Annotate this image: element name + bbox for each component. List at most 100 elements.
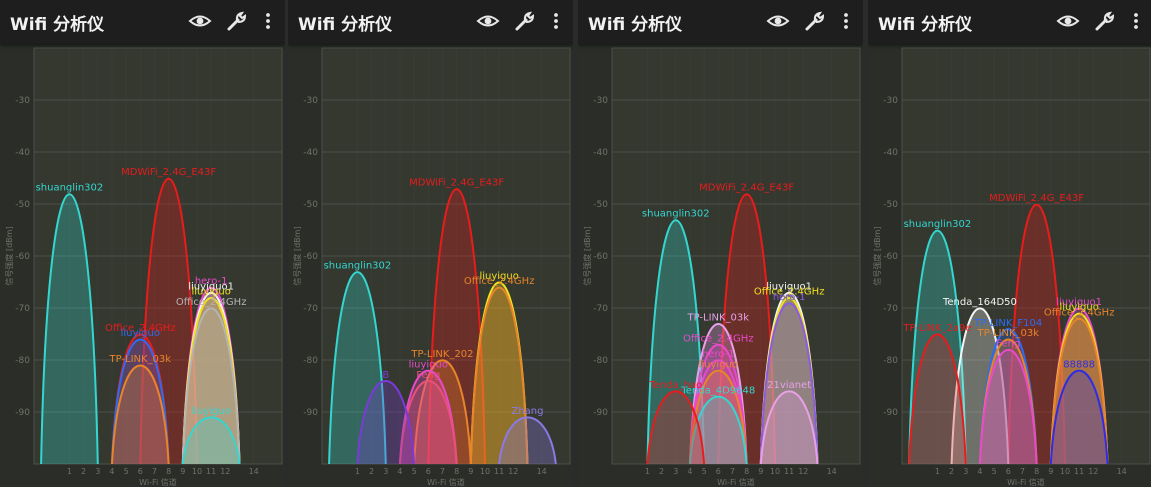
network-label: liuyiguo1 — [1056, 297, 1102, 308]
x-axis-label: Wi-Fi 信道 — [717, 477, 755, 487]
y-tick-label: -50 — [303, 200, 318, 210]
analyzer-screen-3: Wifi 分析仪 -30 -40 -50 -60 -70 -80 -90 信号强度 [dBm] M… — [578, 0, 863, 487]
wrench-icon[interactable] — [224, 8, 250, 34]
network-label: Feng — [996, 339, 1020, 350]
overflow-menu-icon[interactable] — [543, 8, 569, 34]
signal-curve — [110, 338, 170, 465]
app-bar: Wifi 分析仪 — [0, 0, 285, 44]
x-tick-label: 2 — [369, 467, 374, 476]
x-tick-label: 14 — [537, 467, 547, 476]
wrench-icon[interactable] — [512, 8, 538, 34]
network-label: liuyiguo1 — [766, 281, 812, 292]
network-label: shuanglin302 — [642, 209, 710, 220]
network-label: hero-1 — [195, 276, 228, 287]
eye-icon[interactable] — [475, 8, 501, 34]
x-tick-label: 7 — [152, 467, 157, 476]
x-tick-label: 1 — [935, 467, 940, 476]
x-tick-label: 1 — [67, 467, 72, 476]
x-tick-label: 5 — [124, 467, 129, 476]
network-label: Tenda_4D9648 — [680, 385, 755, 396]
signal-chart: -30 -40 -50 -60 -70 -80 -90 信号强度 [dBm] MDWiFi_2.… — [292, 47, 571, 487]
network-label: TP-LINK_03k — [976, 328, 1039, 339]
network-label: 21vianet — [767, 380, 811, 391]
x-tick-label: 4 — [109, 467, 114, 476]
app-title: Wifi 分析仪 — [298, 15, 393, 35]
y-tick-label: -50 — [883, 200, 898, 210]
signal-curve — [1049, 318, 1109, 465]
y-tick-label: -30 — [303, 96, 318, 106]
y-tick-label: -80 — [15, 356, 30, 366]
signal-curve — [759, 390, 819, 465]
y-tick-label: -80 — [883, 356, 898, 366]
x-tick-label: 5 — [702, 467, 707, 476]
y-tick-label: -30 — [15, 96, 30, 106]
y-tick-label: -50 — [593, 200, 608, 210]
x-tick-label: 1 — [645, 467, 650, 476]
x-tick-label: 6 — [426, 467, 431, 476]
signal-curve — [978, 349, 1038, 465]
network-label: TP-LINK_2a9e — [902, 323, 971, 334]
overflow-menu-icon[interactable] — [833, 8, 859, 34]
network-label: liuyiguo — [1059, 302, 1098, 313]
overflow-menu-icon[interactable] — [255, 8, 281, 34]
eye-icon[interactable] — [765, 8, 791, 34]
signal-curve — [759, 302, 819, 465]
app-bar: Wifi 分析仪 — [868, 0, 1151, 44]
x-tick-label: 10 — [192, 467, 202, 476]
eye-icon[interactable] — [187, 8, 213, 34]
network-label: hero-1 — [702, 349, 735, 360]
x-tick-label: 6 — [716, 467, 721, 476]
app-title: Wifi 分析仪 — [588, 15, 683, 35]
network-label: Tenda_hao — [648, 380, 702, 391]
signal-chart: -30 -40 -50 -60 -70 -80 -90 信号强度 [dBm] MDWiFi_2.… — [872, 47, 1151, 487]
signal-curve — [398, 380, 458, 465]
x-tick-label: 11 — [494, 467, 504, 476]
y-tick-label: -30 — [593, 96, 608, 106]
y-tick-label: -80 — [303, 356, 318, 366]
x-tick-label: 4 — [977, 467, 982, 476]
x-tick-label: 7 — [730, 467, 735, 476]
y-tick-label: -60 — [303, 252, 318, 262]
y-tick-label: -70 — [593, 304, 608, 314]
x-tick-label: 9 — [1048, 467, 1053, 476]
x-tick-label: 12 — [798, 467, 808, 476]
y-tick-label: -90 — [593, 408, 608, 418]
network-label: Office_2.4GHz — [1044, 307, 1115, 318]
x-tick-label: 11 — [1074, 467, 1084, 476]
network-label: Office_2.4GHz — [754, 287, 825, 298]
network-label: liuyiguo — [191, 406, 230, 417]
y-tick-label: -70 — [303, 304, 318, 314]
x-tick-label: 5 — [992, 467, 997, 476]
network-label: MDWiFi_2.4G_E43F — [409, 177, 504, 188]
y-tick-label: -90 — [883, 408, 898, 418]
overflow-menu-icon[interactable] — [1123, 8, 1149, 34]
signal-curve — [498, 416, 557, 465]
signal-curve — [717, 193, 776, 465]
wrench-icon[interactable] — [802, 8, 828, 34]
x-tick-label: 9 — [468, 467, 473, 476]
app-bar: Wifi 分析仪 — [578, 0, 863, 44]
y-tick-label: -60 — [15, 252, 30, 262]
x-tick-label: 11 — [206, 467, 216, 476]
x-tick-label: 7 — [1020, 467, 1025, 476]
y-axis-label: 信号强度 [dBm] — [582, 226, 592, 285]
network-label: TP-LINK_03k — [686, 313, 749, 324]
y-tick-label: -40 — [883, 148, 898, 158]
wrench-icon[interactable] — [1092, 8, 1118, 34]
network-label: Tenda_164D50 — [942, 297, 1017, 308]
signal-curve — [688, 395, 748, 465]
signal-curve — [328, 271, 387, 465]
network-label: Zhang — [511, 406, 543, 417]
x-tick-label: 10 — [770, 467, 780, 476]
network-label: liuyiguo — [699, 359, 738, 370]
network-label: Feng — [416, 370, 440, 381]
y-tick-label: -40 — [303, 148, 318, 158]
x-tick-label: 2 — [81, 467, 86, 476]
x-tick-label: 3 — [383, 467, 388, 476]
eye-icon[interactable] — [1055, 8, 1081, 34]
network-label: B — [382, 370, 389, 381]
x-tick-label: 8 — [744, 467, 749, 476]
x-tick-label: 1 — [355, 467, 360, 476]
x-tick-label: 7 — [440, 467, 445, 476]
network-label: shuanglin302 — [904, 219, 972, 230]
